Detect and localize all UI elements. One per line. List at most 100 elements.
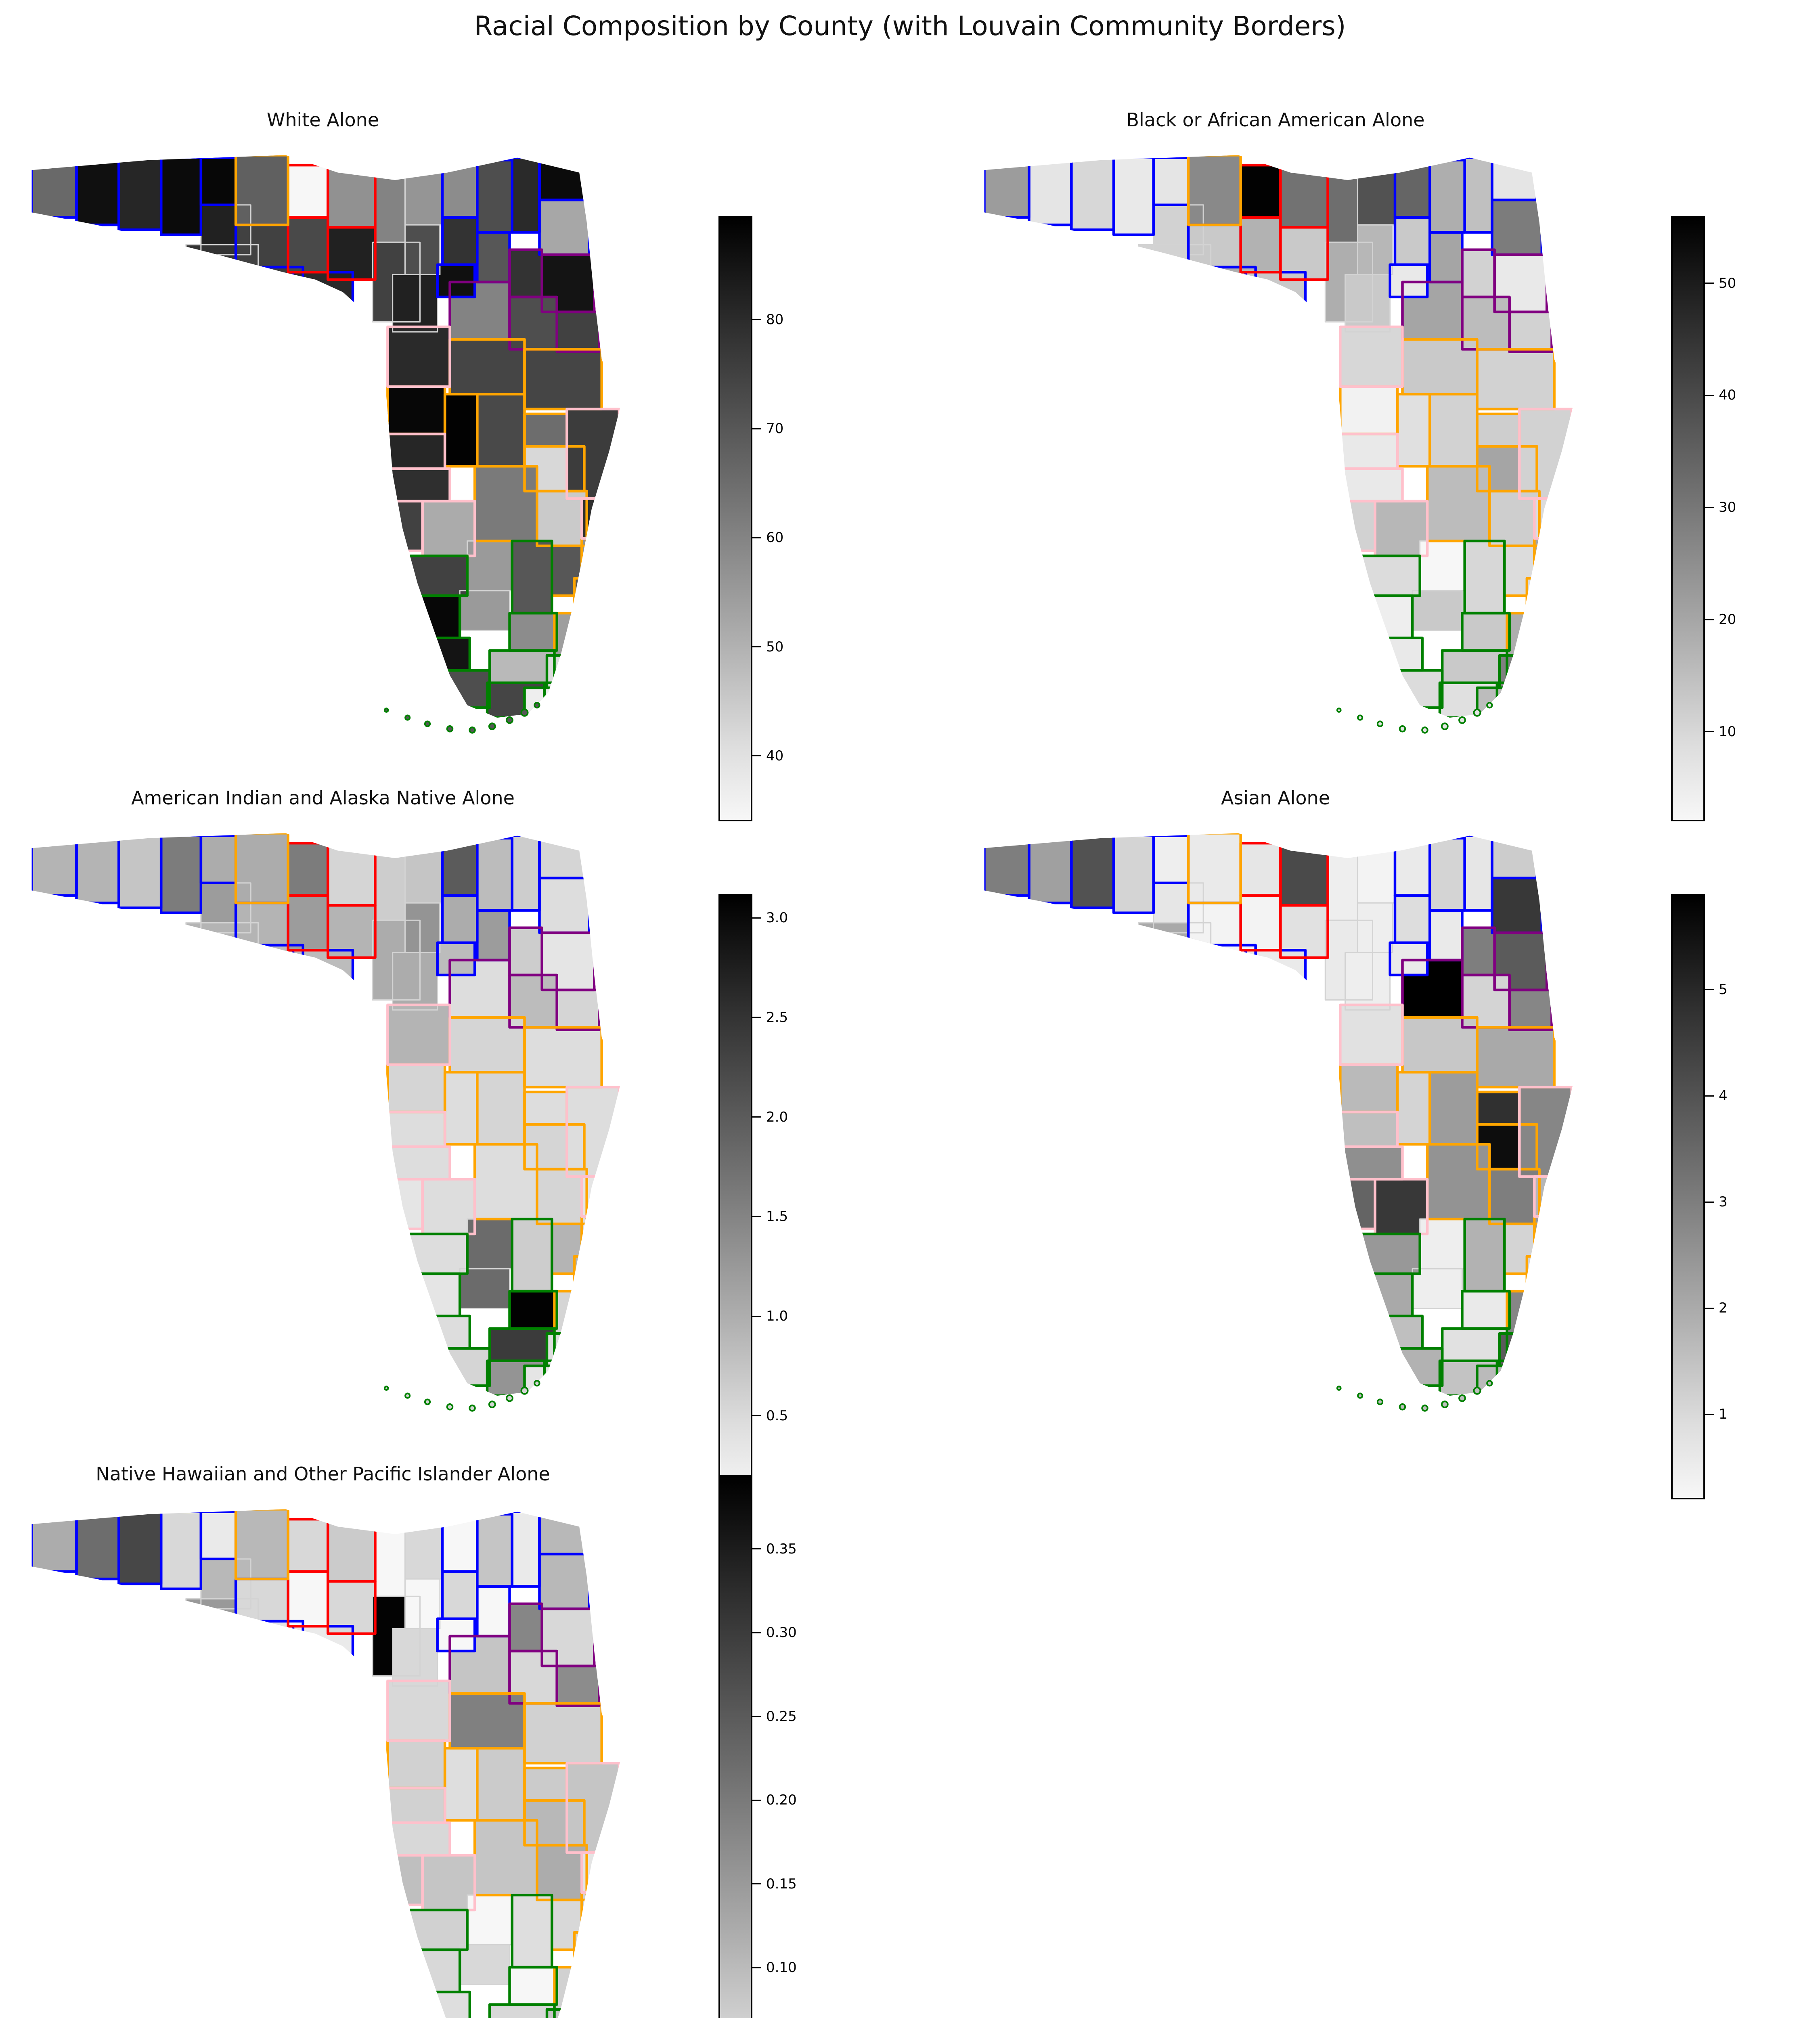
- county-holmes: [201, 157, 236, 205]
- community-border-orange: [523, 348, 603, 410]
- county-madison: [405, 848, 442, 903]
- florida-keys-dot: [383, 708, 389, 713]
- florida-keys-dot: [1336, 1386, 1342, 1391]
- county-miami-dade: [524, 688, 580, 718]
- colorbar-gradient: [1671, 216, 1705, 821]
- community-border-red: [327, 226, 377, 281]
- county-lafayette: [1357, 903, 1393, 953]
- county-holmes: [1153, 835, 1189, 883]
- county-dixie: [392, 1629, 438, 1686]
- county-volusia: [524, 349, 602, 409]
- county-nassau: [539, 835, 584, 878]
- county-leon: [1280, 846, 1328, 906]
- county-hendry: [1442, 1328, 1507, 1361]
- colorbar-tick: [1705, 1307, 1714, 1309]
- florida-map-asian-alone: [984, 833, 1573, 1412]
- florida-keys-dot: [424, 1398, 431, 1405]
- county-okaloosa: [1071, 157, 1114, 230]
- county-levy: [387, 327, 450, 387]
- colorbar-tick: [752, 1967, 761, 1968]
- colorbar-tick-label: 50: [1719, 275, 1736, 291]
- county-holmes: [201, 1511, 236, 1559]
- county-baker: [512, 1511, 540, 1587]
- county-citrus: [387, 1740, 445, 1788]
- county-holmes: [201, 835, 236, 883]
- county-palm-beach: [554, 1967, 604, 2010]
- florida-keys-dot: [534, 1380, 540, 1387]
- county-desoto: [460, 1269, 510, 1309]
- county-okeechobee: [1504, 1224, 1535, 1274]
- florida-keys-dot: [1473, 708, 1481, 717]
- county-duval: [539, 200, 589, 255]
- county-clay: [509, 1604, 542, 1651]
- county-pasco: [1342, 1147, 1403, 1179]
- colorbar-tick-label: 20: [1719, 611, 1736, 628]
- subplot-native-alone: American Indian and Alaska Native Alone …: [24, 773, 928, 1499]
- county-polk: [475, 1144, 537, 1219]
- county-pinellas: [1342, 1179, 1375, 1229]
- florida-keys-dot: [1441, 722, 1449, 731]
- county-hamilton: [442, 1514, 478, 1572]
- county-madison: [1357, 848, 1395, 903]
- community-border-red: [1279, 226, 1329, 281]
- county-levy: [1340, 327, 1403, 387]
- county-jackson: [1188, 833, 1241, 903]
- county-manatee: [1360, 1234, 1420, 1274]
- county-santa-rosa: [1029, 157, 1072, 225]
- colorbar-tick: [1705, 1095, 1714, 1097]
- florida-map-black-alone: [984, 155, 1573, 734]
- county-madison: [1357, 170, 1395, 225]
- community-border-red: [327, 1580, 377, 1635]
- florida-keys-dot: [1458, 1394, 1466, 1402]
- county-clay: [1462, 927, 1495, 975]
- florida-keys-dot: [1357, 714, 1363, 721]
- county-leon: [328, 846, 375, 906]
- colorbar-tick: [1705, 1201, 1714, 1203]
- colorbar-black-alone: 10 20 30 40 50: [1671, 216, 1792, 821]
- florida-keys-dot: [1441, 1400, 1449, 1409]
- county-manatee: [1360, 556, 1420, 596]
- county-martin: [574, 1256, 612, 1292]
- county-nassau: [539, 157, 584, 200]
- county-citrus: [1340, 386, 1398, 434]
- community-border-lightgray: [372, 919, 421, 1001]
- colorbar-tick: [752, 319, 761, 320]
- county-pinellas: [390, 501, 423, 551]
- county-polk: [475, 466, 537, 541]
- county-jefferson: [1328, 170, 1358, 243]
- colorbar-tick: [1705, 507, 1714, 508]
- county-sumter: [445, 1748, 478, 1821]
- subplot-title-asian-alone: Asian Alone: [1221, 787, 1330, 809]
- county-flagler: [1509, 990, 1552, 1030]
- county-jackson: [236, 833, 288, 903]
- county-okeechobee: [1504, 546, 1535, 596]
- county-union: [1430, 910, 1462, 960]
- county-nassau: [539, 1511, 584, 1554]
- county-hillsborough: [1375, 1179, 1428, 1234]
- county-st-lucie: [1534, 538, 1569, 578]
- county-desoto: [1412, 1269, 1462, 1309]
- community-border-lightgray: [1345, 274, 1391, 333]
- county-pinellas: [390, 1855, 423, 1905]
- county-walton: [1114, 835, 1154, 913]
- colorbar-tick: [1705, 619, 1714, 620]
- county-hillsborough: [1375, 501, 1428, 556]
- county-duval: [1492, 878, 1542, 933]
- county-duval: [539, 1554, 589, 1609]
- colorbar-tick: [752, 1883, 761, 1885]
- county-seminole: [1477, 414, 1520, 446]
- county-jefferson: [375, 848, 405, 921]
- county-clay: [509, 249, 542, 297]
- colorbar-tick-label: 2.0: [766, 1109, 788, 1125]
- county-pasco: [390, 1823, 450, 1855]
- county-liberty: [288, 1571, 328, 1627]
- county-seminole: [524, 1768, 567, 1800]
- county-lake: [477, 1748, 525, 1821]
- colorbar-tick-label: 0.35: [766, 1541, 797, 1557]
- colorbar-tick-label: 1: [1719, 1406, 1728, 1423]
- florida-keys-dot: [1399, 1403, 1406, 1411]
- county-miami-dade: [524, 1366, 580, 1396]
- colorbar-white-alone: 40 50 60 70 80: [718, 216, 840, 821]
- community-border-lightgray: [372, 1595, 421, 1677]
- county-levy: [387, 1681, 450, 1741]
